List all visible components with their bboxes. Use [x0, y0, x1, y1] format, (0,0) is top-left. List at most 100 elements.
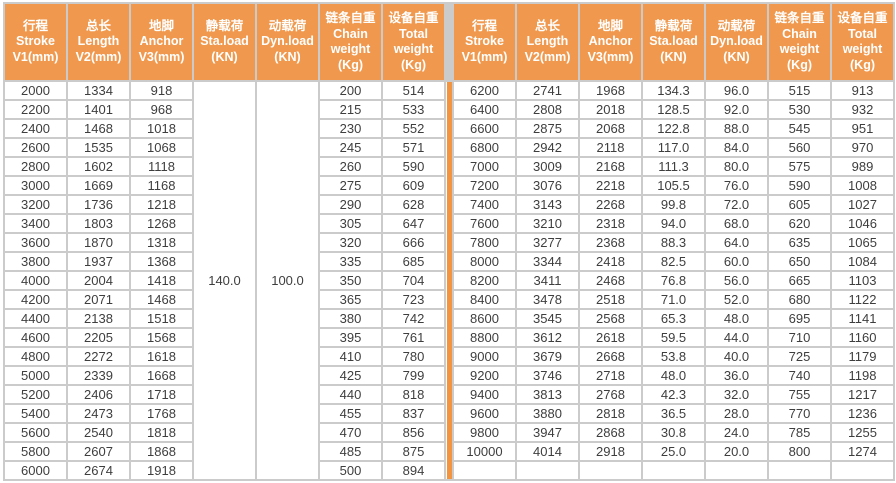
cell-left-chain-weight: 485: [318, 441, 383, 462]
cell-right-dynamic-load: 88.0: [704, 118, 769, 139]
cell-right-length: 4014: [515, 441, 580, 462]
cell-right-stroke: 8800: [452, 327, 517, 348]
column-header-right-chain-weight: 链条自重 Chain weight (Kg): [767, 2, 832, 82]
cell-left-length: 1736: [66, 194, 131, 215]
cell-left-anchor: 1868: [129, 441, 194, 462]
cell-right-length: [515, 460, 580, 481]
cell-left-chain-weight: 425: [318, 365, 383, 386]
column-header-right-stroke: 行程 Stroke V1(mm): [452, 2, 517, 82]
cell-right-anchor: 2768: [578, 384, 643, 405]
cell-left-length: 1334: [66, 80, 131, 101]
cell-left-stroke: 6000: [3, 460, 68, 481]
cell-left-length: 1401: [66, 99, 131, 120]
cell-left-anchor: 1568: [129, 327, 194, 348]
cell-right-anchor: 2268: [578, 194, 643, 215]
cell-right-dynamic-load: 84.0: [704, 137, 769, 158]
cell-right-stroke: [452, 460, 517, 481]
cell-right-total-weight: 913: [830, 80, 895, 101]
cell-right-anchor: 2468: [578, 270, 643, 291]
cell-right-chain-weight: 755: [767, 384, 832, 405]
column-header-left-anchor: 地脚 Anchor V3(mm): [129, 2, 194, 82]
cell-left-total-weight: 628: [381, 194, 446, 215]
cell-left-stroke: 5200: [3, 384, 68, 405]
cell-right-length: 3478: [515, 289, 580, 310]
column-header-right-anchor: 地脚 Anchor V3(mm): [578, 2, 643, 82]
cell-left-stroke: 2000: [3, 80, 68, 101]
cell-right-length: 3612: [515, 327, 580, 348]
cell-right-dynamic-load: 56.0: [704, 270, 769, 291]
cell-right-length: 3344: [515, 251, 580, 272]
cell-right-length: 3746: [515, 365, 580, 386]
table-row: 5000 2339 1668 425 799 9200 3746 2718 48.0 36.0 74…: [3, 365, 895, 386]
cell-right-length: 3545: [515, 308, 580, 329]
cell-right-total-weight: 1160: [830, 327, 895, 348]
cell-right-anchor: 2568: [578, 308, 643, 329]
table-row: 6000 2674 1918 500 894: [3, 460, 895, 481]
column-header-left-total-weight: 设备自重 Total weight (Kg): [381, 2, 446, 82]
cell-right-chain-weight: 635: [767, 232, 832, 253]
cell-left-stroke: 4600: [3, 327, 68, 348]
table-row: 3200 1736 1218 290 628 7400 3143 2268 99.8 72.0 60…: [3, 194, 895, 215]
cell-left-chain-weight: 470: [318, 422, 383, 443]
cell-left-length: 2339: [66, 365, 131, 386]
cell-right-stroke: 8600: [452, 308, 517, 329]
cell-right-dynamic-load: 44.0: [704, 327, 769, 348]
cell-left-chain-weight: 395: [318, 327, 383, 348]
cell-left-chain-weight: 380: [318, 308, 383, 329]
cell-left-stroke: 2600: [3, 137, 68, 158]
cell-left-chain-weight: 245: [318, 137, 383, 158]
cell-left-stroke: 4800: [3, 346, 68, 367]
cell-right-anchor: 1968: [578, 80, 643, 101]
cell-left-length: 2071: [66, 289, 131, 310]
cell-right-dynamic-load: 68.0: [704, 213, 769, 234]
table-row: 5600 2540 1818 470 856 9800 3947 2868 30.8 24.0 78…: [3, 422, 895, 443]
cell-left-stroke: 3400: [3, 213, 68, 234]
cell-right-static-load: [641, 460, 706, 481]
cell-left-stroke: 2200: [3, 99, 68, 120]
cell-right-total-weight: 1255: [830, 422, 895, 443]
cell-left-chain-weight: 275: [318, 175, 383, 196]
cell-right-length: 3009: [515, 156, 580, 177]
cell-right-anchor: 2218: [578, 175, 643, 196]
cell-left-total-weight: 552: [381, 118, 446, 139]
cell-left-length: 1669: [66, 175, 131, 196]
cell-left-total-weight: 666: [381, 232, 446, 253]
cell-right-static-load: 42.3: [641, 384, 706, 405]
half-divider-header: [444, 2, 454, 82]
cell-right-total-weight: 951: [830, 118, 895, 139]
cell-left-anchor: 1218: [129, 194, 194, 215]
cell-left-anchor: 1068: [129, 137, 194, 158]
cell-left-total-weight: 818: [381, 384, 446, 405]
cell-right-chain-weight: 515: [767, 80, 832, 101]
cell-left-anchor: 1268: [129, 213, 194, 234]
cell-left-length: 2004: [66, 270, 131, 291]
cell-right-anchor: 2418: [578, 251, 643, 272]
column-header-left-stroke: 行程 Stroke V1(mm): [3, 2, 68, 82]
cell-right-chain-weight: 800: [767, 441, 832, 462]
cell-left-total-weight: 590: [381, 156, 446, 177]
cell-right-chain-weight: 545: [767, 118, 832, 139]
cell-right-stroke: 9400: [452, 384, 517, 405]
cell-left-length: 1870: [66, 232, 131, 253]
cell-left-stroke: 4400: [3, 308, 68, 329]
cell-right-stroke: 7200: [452, 175, 517, 196]
cell-right-stroke: 6800: [452, 137, 517, 158]
cell-right-total-weight: 1198: [830, 365, 895, 386]
cell-left-anchor: 1118: [129, 156, 194, 177]
cell-left-total-weight: 723: [381, 289, 446, 310]
cell-right-total-weight: 932: [830, 99, 895, 120]
cell-right-stroke: 6400: [452, 99, 517, 120]
cell-right-anchor: 2718: [578, 365, 643, 386]
cell-right-length: 3210: [515, 213, 580, 234]
cell-right-stroke: 9200: [452, 365, 517, 386]
cell-right-stroke: 7400: [452, 194, 517, 215]
cell-left-anchor: 1918: [129, 460, 194, 481]
cell-right-dynamic-load: 28.0: [704, 403, 769, 424]
column-header-right-length: 总长 Length V2(mm): [515, 2, 580, 82]
cell-left-total-weight: 894: [381, 460, 446, 481]
cell-right-length: 3411: [515, 270, 580, 291]
cell-right-static-load: 71.0: [641, 289, 706, 310]
cell-left-stroke: 5000: [3, 365, 68, 386]
cell-left-length: 1468: [66, 118, 131, 139]
